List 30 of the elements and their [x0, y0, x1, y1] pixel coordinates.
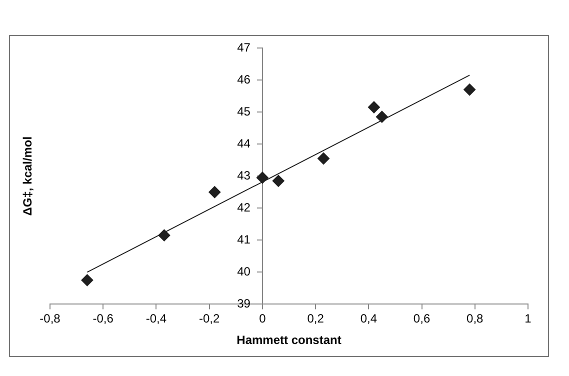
- x-tick-label: 0,4: [360, 312, 378, 326]
- point: [368, 101, 380, 114]
- y-tick-label: 41: [237, 232, 251, 246]
- x-tick-label: -0,8: [40, 312, 61, 326]
- point: [256, 172, 268, 184]
- y-tick-label: 45: [237, 104, 251, 118]
- y-tick-label: 39: [237, 296, 251, 311]
- x-tick-label: 0,6: [413, 312, 430, 326]
- point: [464, 84, 476, 96]
- x-tick-label: -0,4: [146, 312, 167, 326]
- x-tick-label: -0,2: [198, 312, 220, 326]
- y-tick-label: 44: [237, 136, 251, 150]
- y-tick-label: 47: [237, 40, 251, 54]
- y-tick-label: 43: [237, 168, 251, 182]
- x-tick-label: 0,2: [307, 312, 324, 326]
- point: [208, 186, 221, 198]
- point: [81, 274, 94, 286]
- x-tick-label: 0,8: [466, 312, 484, 326]
- x-tick-label: 1: [524, 312, 532, 326]
- y-tick-label: 46: [237, 72, 251, 86]
- x-tick-label: -0,6: [92, 312, 114, 326]
- x-tick-label: 0: [259, 312, 266, 326]
- point: [376, 110, 388, 123]
- x-axis-title: Hammett constant: [236, 333, 342, 348]
- point: [272, 174, 284, 187]
- point: [158, 229, 170, 242]
- y-tick-label: 42: [237, 200, 251, 214]
- y-tick-label: 40: [237, 264, 251, 278]
- y-axis-title: ΔG‡, kcal/mol: [20, 136, 34, 216]
- point: [318, 152, 330, 164]
